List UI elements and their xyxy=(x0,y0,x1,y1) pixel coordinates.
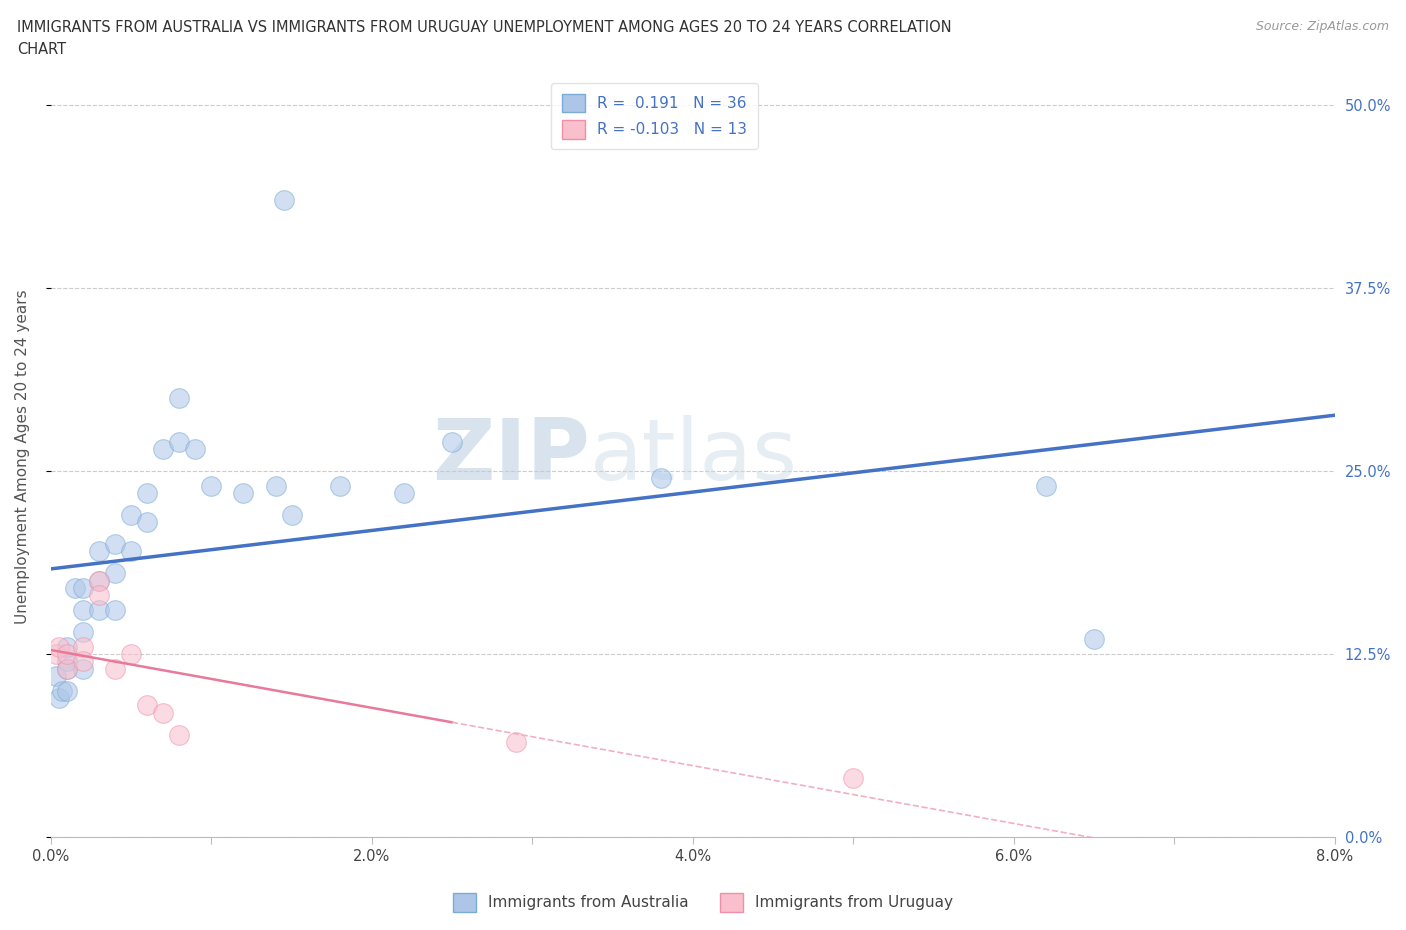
Point xyxy=(200,478,222,493)
Point xyxy=(56,654,79,669)
Point xyxy=(45,646,67,661)
Point xyxy=(232,485,254,500)
Point xyxy=(87,573,110,588)
Point xyxy=(72,661,94,676)
Point xyxy=(329,478,352,493)
Point xyxy=(136,514,159,529)
Point xyxy=(72,639,94,654)
Point xyxy=(56,646,79,661)
Point xyxy=(842,771,865,786)
Point xyxy=(152,442,174,457)
Legend: R =  0.191   N = 36, R = -0.103   N = 13: R = 0.191 N = 36, R = -0.103 N = 13 xyxy=(551,83,758,150)
Point xyxy=(505,735,527,750)
Point xyxy=(48,690,70,705)
Point xyxy=(104,537,127,551)
Point xyxy=(104,661,127,676)
Legend: Immigrants from Australia, Immigrants from Uruguay: Immigrants from Australia, Immigrants fr… xyxy=(447,887,959,918)
Point xyxy=(72,625,94,640)
Point xyxy=(136,485,159,500)
Point xyxy=(72,654,94,669)
Text: IMMIGRANTS FROM AUSTRALIA VS IMMIGRANTS FROM URUGUAY UNEMPLOYMENT AMONG AGES 20 : IMMIGRANTS FROM AUSTRALIA VS IMMIGRANTS … xyxy=(17,20,952,35)
Point xyxy=(56,661,79,676)
Point xyxy=(104,566,127,581)
Point xyxy=(184,442,207,457)
Point xyxy=(72,603,94,618)
Point xyxy=(63,580,86,595)
Point xyxy=(72,580,94,595)
Point xyxy=(152,705,174,720)
Point xyxy=(48,639,70,654)
Point xyxy=(45,669,67,684)
Point xyxy=(56,661,79,676)
Point xyxy=(392,485,415,500)
Point xyxy=(87,544,110,559)
Point xyxy=(120,544,142,559)
Point xyxy=(167,391,190,405)
Point xyxy=(167,727,190,742)
Point xyxy=(650,471,672,485)
Point xyxy=(167,434,190,449)
Point xyxy=(1035,478,1057,493)
Text: atlas: atlas xyxy=(591,415,799,498)
Point xyxy=(136,698,159,712)
Y-axis label: Unemployment Among Ages 20 to 24 years: Unemployment Among Ages 20 to 24 years xyxy=(15,289,30,623)
Point xyxy=(104,603,127,618)
Point xyxy=(280,508,302,523)
Point xyxy=(264,478,287,493)
Point xyxy=(51,684,73,698)
Point xyxy=(1083,631,1105,646)
Text: CHART: CHART xyxy=(17,42,66,57)
Point xyxy=(87,588,110,603)
Point xyxy=(87,603,110,618)
Point xyxy=(120,508,142,523)
Text: Source: ZipAtlas.com: Source: ZipAtlas.com xyxy=(1256,20,1389,33)
Point xyxy=(56,639,79,654)
Point xyxy=(87,573,110,588)
Point xyxy=(273,193,295,207)
Point xyxy=(56,684,79,698)
Point xyxy=(441,434,464,449)
Point xyxy=(120,646,142,661)
Text: ZIP: ZIP xyxy=(432,415,591,498)
